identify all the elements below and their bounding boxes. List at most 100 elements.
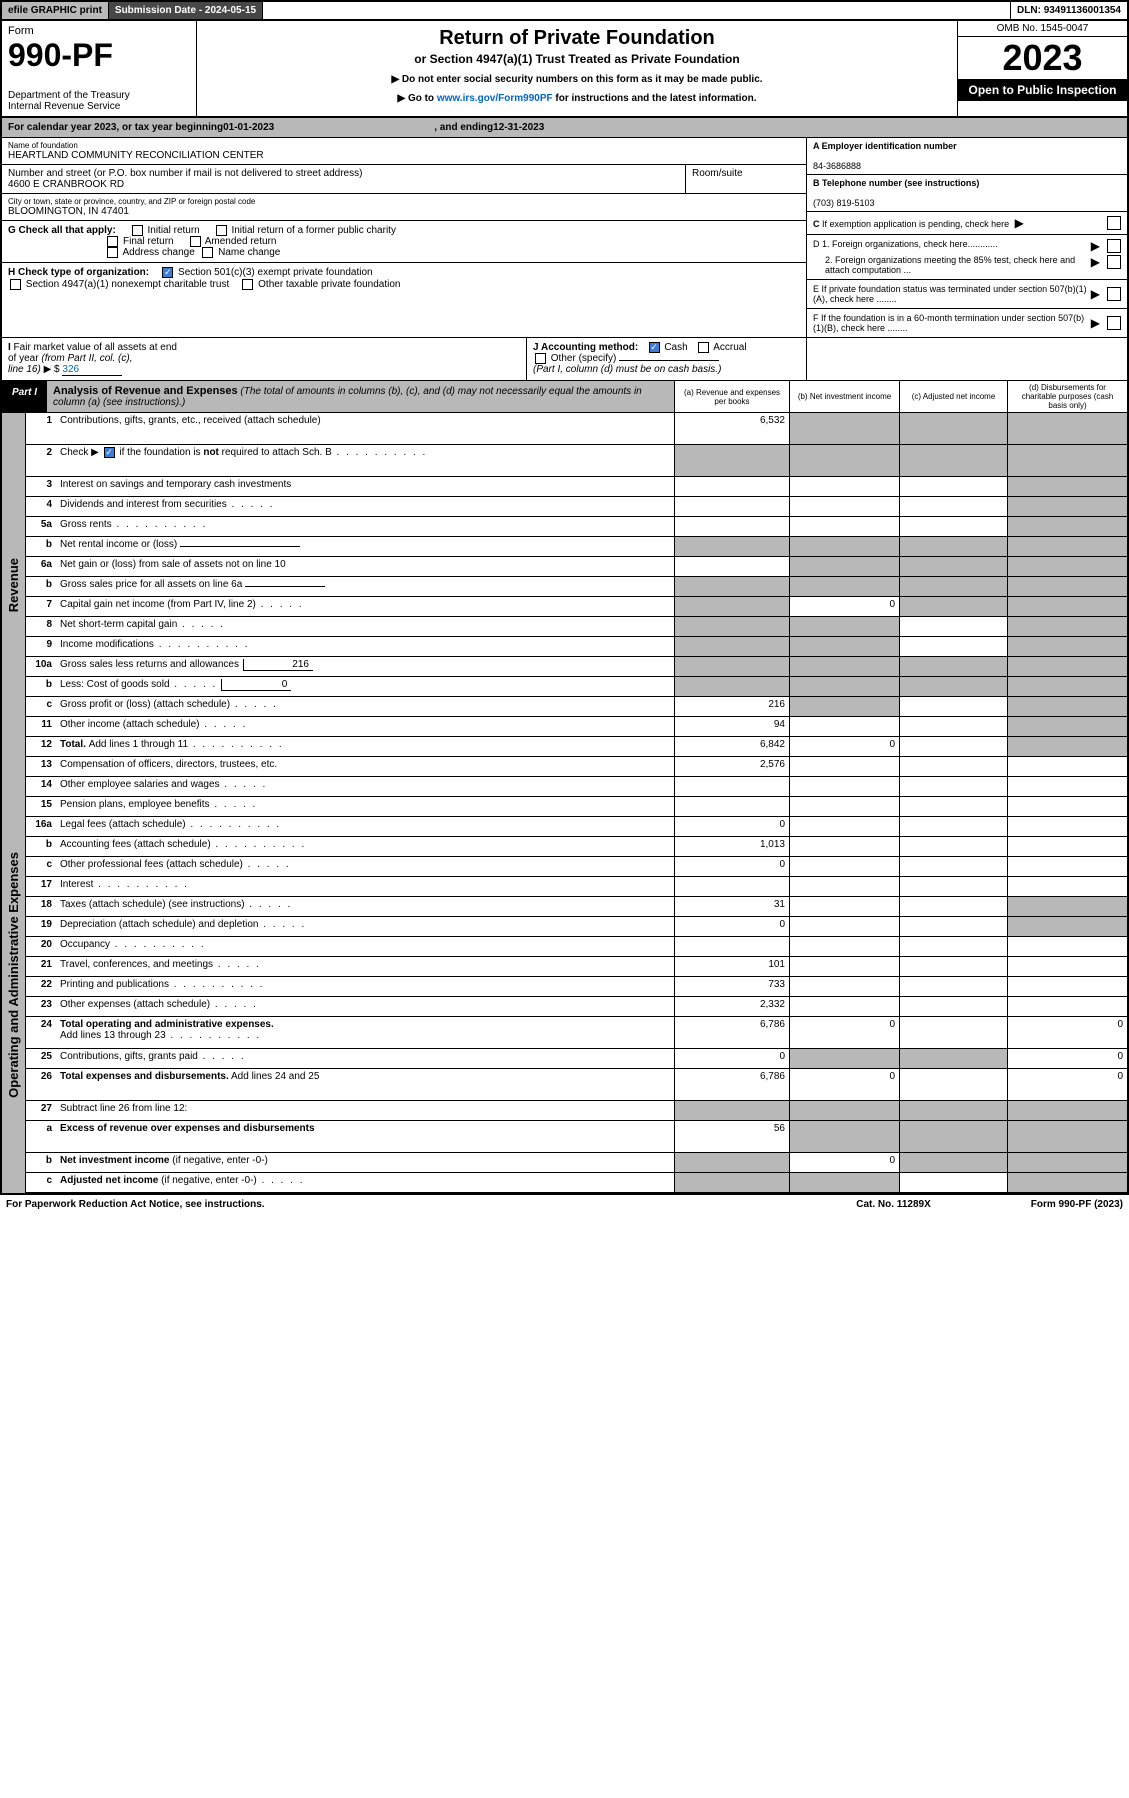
- irs-link[interactable]: www.irs.gov/Form990PF: [437, 93, 553, 104]
- check-amended[interactable]: [190, 236, 201, 247]
- line-5b: bNet rental income or (loss): [26, 537, 1127, 557]
- line-10a: 10aGross sales less returns and allowanc…: [26, 657, 1127, 677]
- dept-treasury: Department of the Treasury: [8, 90, 190, 101]
- check-name-change[interactable]: [202, 247, 213, 258]
- dln: DLN: 93491136001354: [1010, 2, 1127, 19]
- check-cash[interactable]: [649, 342, 660, 353]
- line-3: 3Interest on savings and temporary cash …: [26, 477, 1127, 497]
- line-18: 18Taxes (attach schedule) (see instructi…: [26, 897, 1127, 917]
- form-ref: Form 990-PF (2023): [1031, 1199, 1123, 1210]
- omb-number: OMB No. 1545-0047: [958, 21, 1127, 37]
- line-21: 21Travel, conferences, and meetings101: [26, 957, 1127, 977]
- line-10b: bLess: Cost of goods sold0: [26, 677, 1127, 697]
- paperwork-notice: For Paperwork Reduction Act Notice, see …: [6, 1199, 265, 1210]
- line-1: 1Contributions, gifts, grants, etc., rec…: [26, 413, 1127, 445]
- check-c[interactable]: [1107, 216, 1121, 230]
- check-address-change[interactable]: [107, 247, 118, 258]
- check-501c3[interactable]: [162, 267, 173, 278]
- line-11: 11Other income (attach schedule)94: [26, 717, 1127, 737]
- line-16c: cOther professional fees (attach schedul…: [26, 857, 1127, 877]
- check-4947a1[interactable]: [10, 279, 21, 290]
- col-c-header: (c) Adjusted net income: [899, 381, 1007, 412]
- section-g-checks: G Check all that apply: Initial return I…: [2, 221, 806, 263]
- check-initial-return[interactable]: [132, 225, 143, 236]
- line-19: 19Depreciation (attach schedule) and dep…: [26, 917, 1127, 937]
- line-12: 12Total. Add lines 1 through 116,8420: [26, 737, 1127, 757]
- line-15: 15Pension plans, employee benefits: [26, 797, 1127, 817]
- col-b-header: (b) Net investment income: [789, 381, 899, 412]
- check-sch-b[interactable]: [104, 447, 115, 458]
- address-cell: Number and street (or P.O. box number if…: [2, 165, 686, 193]
- line-10c: cGross profit or (loss) (attach schedule…: [26, 697, 1127, 717]
- form-subtitle: or Section 4947(a)(1) Trust Treated as P…: [203, 52, 951, 66]
- check-f[interactable]: [1107, 316, 1121, 330]
- line-27: 27Subtract line 26 from line 12:: [26, 1101, 1127, 1121]
- revenue-side-label: Revenue: [2, 413, 26, 757]
- line-7: 7Capital gain net income (from Part IV, …: [26, 597, 1127, 617]
- line-9: 9Income modifications: [26, 637, 1127, 657]
- sections-i-j: I Fair market value of all assets at end…: [2, 338, 1127, 381]
- tax-year: 2023: [958, 37, 1127, 79]
- line-23: 23Other expenses (attach schedule)2,332: [26, 997, 1127, 1017]
- room-suite-cell: Room/suite: [686, 165, 806, 193]
- line-27b: bNet investment income (if negative, ent…: [26, 1153, 1127, 1173]
- line-26: 26Total expenses and disbursements. Add …: [26, 1069, 1127, 1101]
- page-footer: For Paperwork Reduction Act Notice, see …: [0, 1195, 1129, 1214]
- col-a-header: (a) Revenue and expenses per books: [674, 381, 789, 412]
- cat-number: Cat. No. 11289X: [856, 1199, 930, 1210]
- expenses-section: Operating and Administrative Expenses 13…: [2, 757, 1127, 1193]
- city-cell: City or town, state or province, country…: [2, 194, 806, 221]
- line-22: 22Printing and publications733: [26, 977, 1127, 997]
- line-20: 20Occupancy: [26, 937, 1127, 957]
- line-27a: aExcess of revenue over expenses and dis…: [26, 1121, 1127, 1153]
- line-25: 25Contributions, gifts, grants paid00: [26, 1049, 1127, 1069]
- check-d2[interactable]: [1107, 255, 1121, 269]
- form-title: Return of Private Foundation: [203, 27, 951, 50]
- revenue-section: Revenue 1Contributions, gifts, grants, e…: [2, 413, 1127, 757]
- submission-date: Submission Date - 2024-05-15: [109, 2, 263, 19]
- check-other-method[interactable]: [535, 353, 546, 364]
- instruction-1: ▶ Do not enter social security numbers o…: [203, 74, 951, 85]
- section-h-checks: H Check type of organization: Section 50…: [2, 263, 806, 293]
- check-d1[interactable]: [1107, 239, 1121, 253]
- form-header: Form 990-PF Department of the Treasury I…: [2, 21, 1127, 118]
- line-13: 13Compensation of officers, directors, t…: [26, 757, 1127, 777]
- line-17: 17Interest: [26, 877, 1127, 897]
- line-4: 4Dividends and interest from securities: [26, 497, 1127, 517]
- check-other-taxable[interactable]: [242, 279, 253, 290]
- telephone-cell: B Telephone number (see instructions)(70…: [807, 175, 1127, 212]
- line-16a: 16aLegal fees (attach schedule)0: [26, 817, 1127, 837]
- part-1-header: Part I Analysis of Revenue and Expenses …: [2, 381, 1127, 413]
- box-d: D 1. Foreign organizations, check here..…: [807, 235, 1127, 280]
- line-16b: bAccounting fees (attach schedule)1,013: [26, 837, 1127, 857]
- form-990pf: efile GRAPHIC print Submission Date - 20…: [0, 0, 1129, 1195]
- open-inspection: Open to Public Inspection: [958, 79, 1127, 101]
- irs-label: Internal Revenue Service: [8, 101, 190, 112]
- form-word: Form: [8, 25, 190, 37]
- line-24: 24Total operating and administrative exp…: [26, 1017, 1127, 1049]
- calendar-year-row: For calendar year 2023, or tax year begi…: [2, 118, 1127, 138]
- part-1-label: Part I: [2, 381, 47, 412]
- line-27c: cAdjusted net income (if negative, enter…: [26, 1173, 1127, 1193]
- line-14: 14Other employee salaries and wages: [26, 777, 1127, 797]
- entity-info: Name of foundation HEARTLAND COMMUNITY R…: [2, 138, 1127, 338]
- ein-cell: A Employer identification number84-36868…: [807, 138, 1127, 175]
- box-e: E If private foundation status was termi…: [807, 280, 1127, 309]
- line-8: 8Net short-term capital gain: [26, 617, 1127, 637]
- efile-print-button[interactable]: efile GRAPHIC print: [2, 2, 109, 19]
- fmv-value: 326: [62, 364, 122, 376]
- expenses-side-label: Operating and Administrative Expenses: [2, 757, 26, 1193]
- line-6a: 6aNet gain or (loss) from sale of assets…: [26, 557, 1127, 577]
- check-e[interactable]: [1107, 287, 1121, 301]
- instruction-2: ▶ Go to www.irs.gov/Form990PF for instru…: [203, 93, 951, 104]
- check-accrual[interactable]: [698, 342, 709, 353]
- fmv-text: I Fair market value of all assets at end…: [8, 342, 520, 376]
- foundation-name-cell: Name of foundation HEARTLAND COMMUNITY R…: [2, 138, 806, 165]
- line-6b: bGross sales price for all assets on lin…: [26, 577, 1127, 597]
- line-5a: 5aGross rents: [26, 517, 1127, 537]
- form-number: 990-PF: [8, 37, 190, 74]
- col-d-header: (d) Disbursements for charitable purpose…: [1007, 381, 1127, 412]
- check-initial-former[interactable]: [216, 225, 227, 236]
- box-f: F If the foundation is in a 60-month ter…: [807, 309, 1127, 337]
- check-final-return[interactable]: [107, 236, 118, 247]
